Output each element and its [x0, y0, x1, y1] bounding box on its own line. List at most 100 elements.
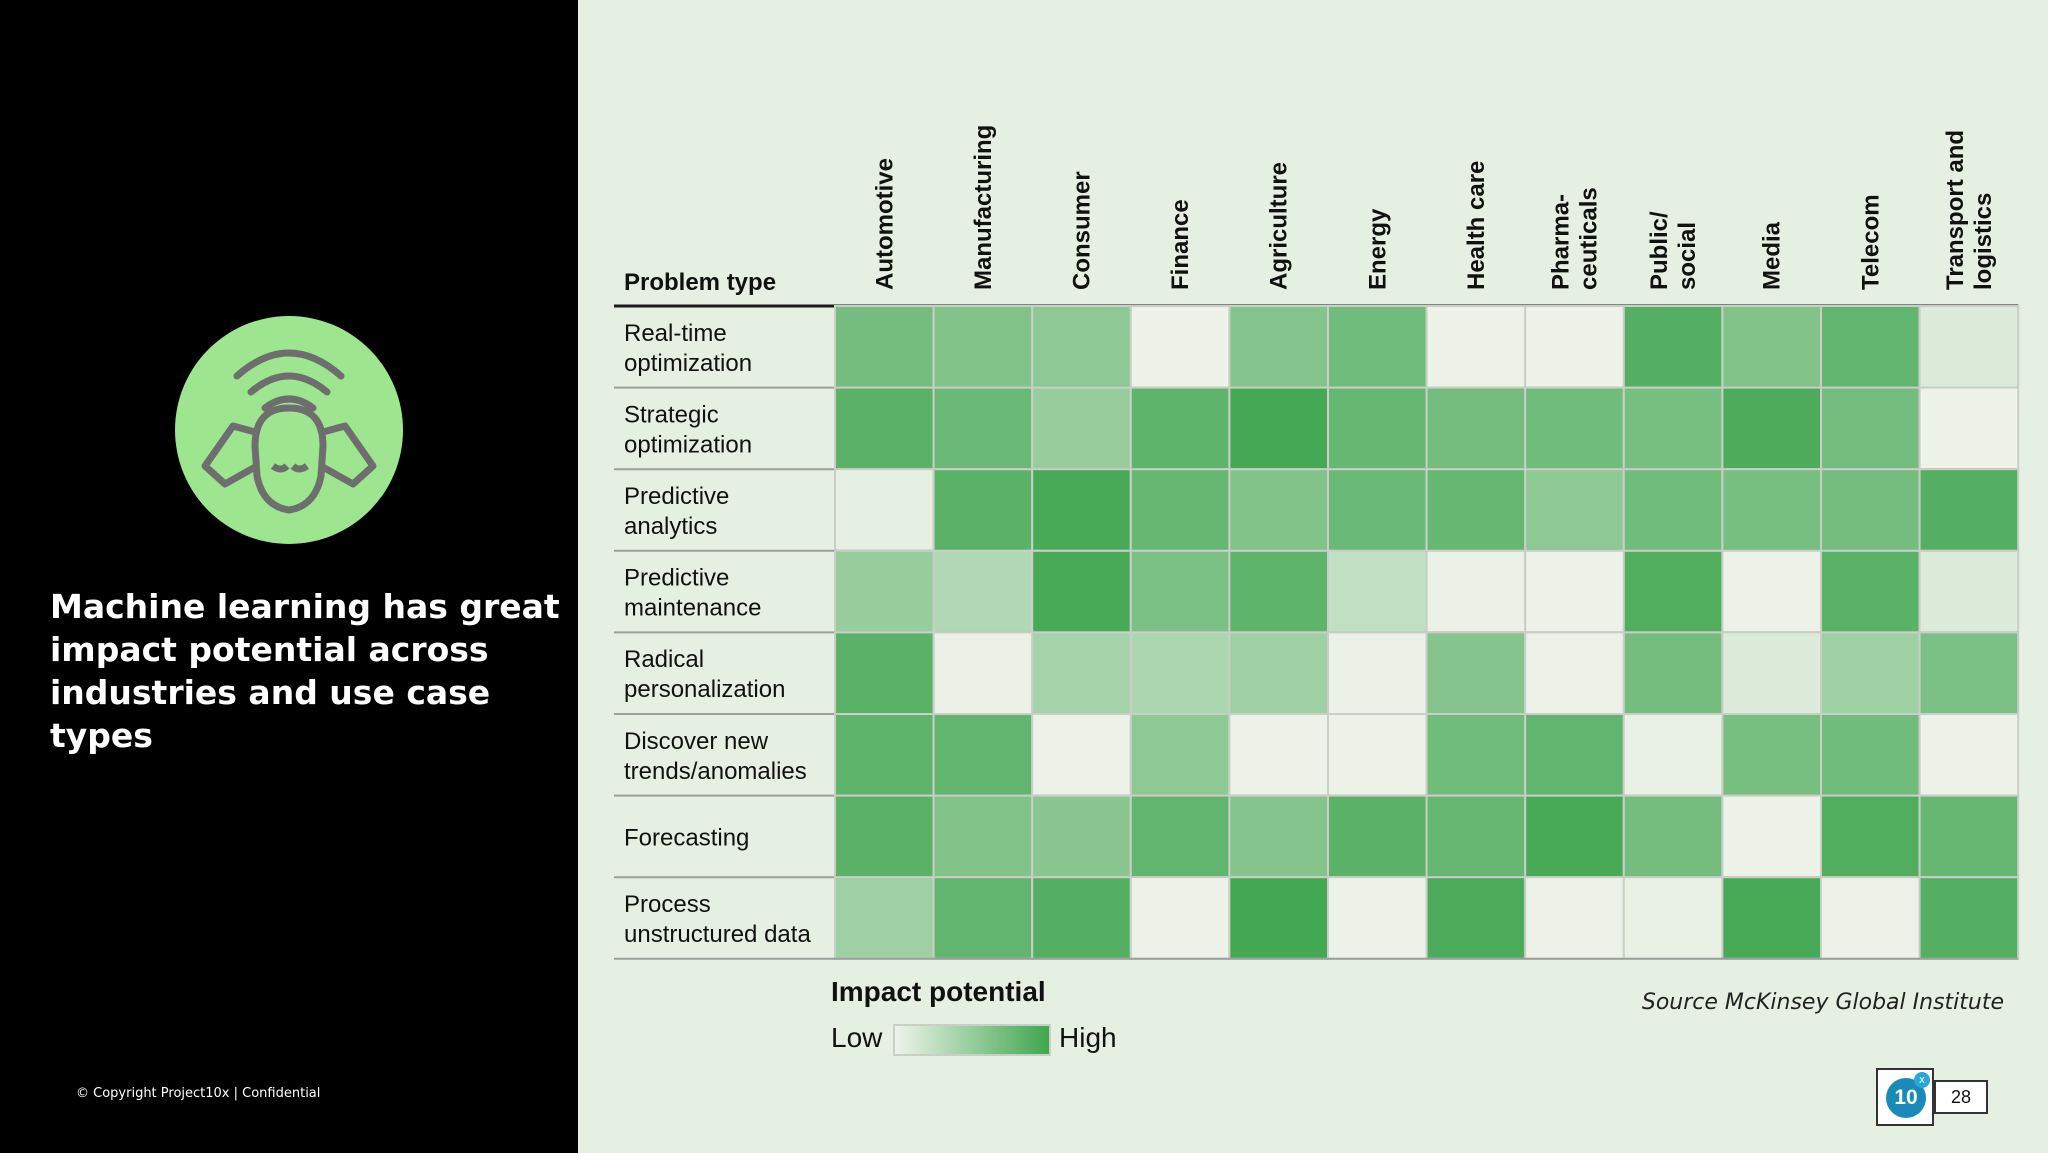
heatmap-cell — [1622, 468, 1724, 552]
heatmap-cell — [1524, 876, 1625, 960]
heatmap-cell — [932, 794, 1034, 879]
heatmap-cell — [1031, 794, 1132, 879]
legend-gradient-bar — [893, 1024, 1051, 1056]
row-label: Predictive analytics — [624, 483, 729, 540]
row-label: Strategic optimization — [624, 401, 752, 458]
heatmap-cell — [1031, 386, 1132, 471]
heatmap-cell — [1820, 468, 1921, 552]
heatmap-cell — [1031, 713, 1132, 797]
heatmap-cell — [834, 468, 935, 552]
heatmap-cell — [1327, 713, 1428, 797]
heatmap-cell — [1129, 794, 1231, 879]
column-header: Manufacturing — [970, 125, 997, 290]
column-header: Energy — [1364, 208, 1391, 290]
heatmap-cell — [1425, 713, 1527, 797]
heatmap-cell — [1425, 794, 1527, 879]
heatmap-cell — [1425, 468, 1527, 552]
heatmap-cell — [1228, 386, 1330, 471]
heatmap-cell — [1228, 794, 1330, 879]
heatmap-cell — [1031, 631, 1132, 716]
heatmap-cell — [1721, 386, 1823, 471]
column-header: Pharma-ceuticals — [1548, 187, 1603, 290]
column-header: Automotive — [871, 158, 898, 290]
row-label: Forecasting — [624, 824, 749, 851]
heatmap-cell — [1327, 305, 1428, 389]
heatmap-cell — [1129, 876, 1231, 960]
heatmap-cell — [834, 305, 935, 389]
heatmap-cell — [1524, 631, 1625, 716]
column-header: Transport andlogistics — [1942, 130, 1997, 290]
heatmap-cell — [1228, 631, 1330, 716]
left-panel: Machine learning has great impact potent… — [0, 0, 578, 1153]
heatmap-cell — [1721, 876, 1823, 960]
heatmap-cell — [1820, 794, 1921, 879]
heatmap-cell — [834, 386, 935, 471]
heatmap-cell — [1721, 305, 1823, 389]
heatmap-cell — [834, 713, 935, 797]
heatmap-cell — [1721, 713, 1823, 797]
heatmap-cell — [1228, 468, 1330, 552]
heatmap-cell — [1820, 549, 1921, 634]
heatmap-cell — [1228, 305, 1330, 389]
heatmap-cell — [1622, 549, 1724, 634]
heatmap-cell — [1918, 631, 2020, 716]
heatmap-cell — [1129, 713, 1231, 797]
legend-low-label: Low — [831, 1022, 883, 1053]
heatmap-cell — [1425, 549, 1527, 634]
heatmap-cell — [1129, 305, 1231, 389]
project10x-logo: 10 x — [1876, 1068, 1934, 1126]
heatmap-cell — [1031, 549, 1132, 634]
heatmap-cell — [1820, 876, 1921, 960]
heatmap-cell — [1622, 305, 1724, 389]
impact-heatmap: Problem type Automotive Manufacturing Consu… — [614, 125, 2020, 960]
headline: Machine learning has great impact potent… — [50, 587, 560, 755]
heatmap-cell — [1622, 794, 1724, 879]
heatmap-cell — [1327, 386, 1428, 471]
row-label: Real-time optimization — [624, 320, 752, 377]
row-label: Discover new trends/anomalies — [624, 728, 807, 785]
column-header: Public/social — [1646, 211, 1701, 290]
row-label: Radical personalization — [624, 646, 785, 703]
heatmap-cell — [1820, 305, 1921, 389]
column-header: Health care — [1463, 161, 1490, 290]
heatmap-cell — [1524, 713, 1625, 797]
heatmap-cell — [1129, 631, 1231, 716]
heatmap-cell — [932, 386, 1034, 471]
heatmap-cell — [1918, 468, 2020, 552]
heatmap-cell — [1327, 794, 1428, 879]
source-note: Source McKinsey Global Institute — [1641, 990, 2004, 1015]
row-label: Process unstructured data — [624, 891, 811, 948]
heatmap-cell — [1524, 468, 1625, 552]
heatmap-cell — [1129, 386, 1231, 471]
heatmap-cell — [1425, 305, 1527, 389]
right-panel: Problem type Automotive Manufacturing Consu… — [578, 0, 2048, 1153]
heatmap-cell — [1918, 305, 2020, 389]
heatmap-cell — [1425, 631, 1527, 716]
heatmap-cell — [1622, 631, 1724, 716]
heatmap-cell — [1228, 713, 1330, 797]
column-header: Finance — [1167, 199, 1194, 290]
legend-high-label: High — [1059, 1022, 1117, 1053]
heatmap-cell — [1721, 468, 1823, 552]
heatmap-cell — [932, 549, 1034, 634]
heatmap-cell — [1327, 631, 1428, 716]
heatmap-cell — [932, 631, 1034, 716]
heatmap-cell — [1622, 386, 1724, 471]
column-header: Consumer — [1069, 171, 1096, 290]
row-header-label: Problem type — [624, 269, 776, 296]
heatmap-cell — [1031, 468, 1132, 552]
heatmap-cell — [1524, 549, 1625, 634]
heatmap-cell — [834, 631, 935, 716]
heatmap-cell — [1228, 549, 1330, 634]
heatmap-cell — [1425, 876, 1527, 960]
heatmap-cell — [1031, 305, 1132, 389]
heatmap-cell — [1820, 631, 1921, 716]
heatmap-cell — [1129, 468, 1231, 552]
heatmap-cell — [1622, 876, 1724, 960]
heatmap-cell — [1918, 549, 2020, 634]
heatmap-cell — [1622, 713, 1724, 797]
heatmap-cell — [932, 305, 1034, 389]
heatmap-cell — [1327, 876, 1428, 960]
heatmap-cell — [1721, 631, 1823, 716]
heatmap-cell — [1721, 549, 1823, 634]
